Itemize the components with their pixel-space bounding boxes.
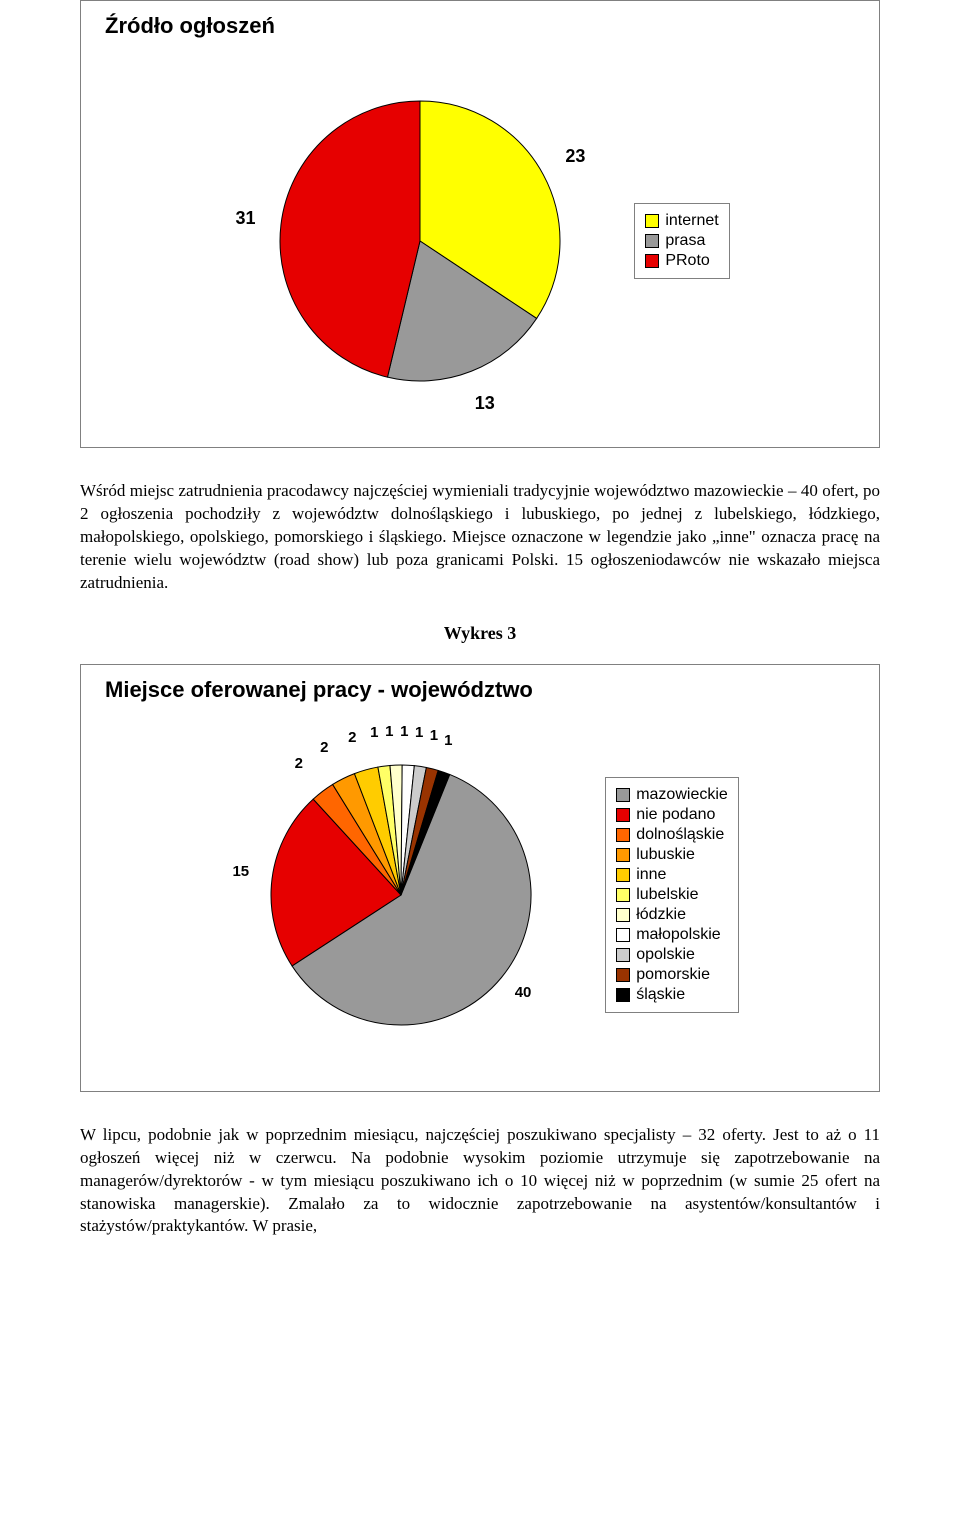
pie-slice-label: 31: [236, 208, 256, 229]
legend-swatch: [616, 908, 630, 922]
chart2-container: Miejsce oferowanej pracy - województwo 4…: [80, 664, 880, 1092]
legend-item: PRoto: [645, 252, 718, 270]
pie-slice-label: 2: [348, 729, 356, 746]
legend-swatch: [645, 254, 659, 268]
chart2-pie: [221, 715, 581, 1075]
chart1-pie-wrap: 23 13 31: [230, 51, 610, 431]
chart2-body: 4015222111111 mazowieckienie podanodolno…: [97, 715, 863, 1075]
chart2-legend: mazowieckie nie podano dolnośląskie lubuski…: [605, 777, 739, 1013]
legend-swatch: [616, 848, 630, 862]
legend-label: śląskie: [636, 986, 685, 1004]
legend-item: lubuskie: [616, 846, 728, 864]
pie-slice-label: 1: [415, 724, 423, 741]
legend-item: mazowieckie: [616, 786, 728, 804]
legend-item: prasa: [645, 232, 718, 250]
legend-swatch: [616, 808, 630, 822]
legend-item: małopolskie: [616, 926, 728, 944]
legend-item: łódzkie: [616, 906, 728, 924]
legend-swatch: [616, 968, 630, 982]
pie-slice-label: 1: [385, 723, 393, 740]
legend-label: pomorskie: [636, 966, 710, 984]
legend-item: śląskie: [616, 986, 728, 1004]
legend-label: łódzkie: [636, 906, 686, 924]
legend-swatch: [616, 888, 630, 902]
chart2-pie-wrap: 4015222111111: [221, 715, 581, 1075]
chart1-pie: [230, 51, 610, 431]
chart1-legend: internet prasa PRoto: [634, 203, 729, 279]
legend-swatch: [645, 234, 659, 248]
legend-swatch: [616, 788, 630, 802]
legend-label: nie podano: [636, 806, 715, 824]
legend-item: nie podano: [616, 806, 728, 824]
legend-swatch: [616, 928, 630, 942]
pie-slice-label: 1: [370, 724, 378, 741]
legend-label: dolnośląskie: [636, 826, 724, 844]
legend-swatch: [616, 948, 630, 962]
legend-swatch: [616, 868, 630, 882]
chart1-container: Źródło ogłoszeń 23 13 31 internet prasa PRot…: [80, 0, 880, 448]
chart1-body: 23 13 31 internet prasa PRoto: [97, 51, 863, 431]
paragraph-1: Wśród miejsc zatrudnienia pracodawcy naj…: [80, 480, 880, 595]
pie-slice-label: 23: [565, 146, 585, 167]
legend-swatch: [616, 988, 630, 1002]
legend-label: prasa: [665, 232, 705, 250]
legend-item: pomorskie: [616, 966, 728, 984]
pie-slice-label: 13: [475, 393, 495, 414]
legend-label: mazowieckie: [636, 786, 728, 804]
pie-slice-label: 1: [430, 727, 438, 744]
paragraph-2: W lipcu, podobnie jak w poprzednim miesi…: [80, 1124, 880, 1239]
legend-label: inne: [636, 866, 666, 884]
chart1-title: Źródło ogłoszeń: [105, 13, 863, 39]
pie-slice-label: 1: [400, 723, 408, 740]
pie-slice-label: 15: [232, 863, 249, 880]
legend-item: internet: [645, 212, 718, 230]
legend-item: inne: [616, 866, 728, 884]
pie-slice-label: 40: [515, 984, 532, 1001]
legend-label: małopolskie: [636, 926, 720, 944]
legend-label: lubuskie: [636, 846, 695, 864]
legend-label: internet: [665, 212, 718, 230]
section-heading: Wykres 3: [80, 623, 880, 644]
pie-slice-label: 2: [320, 739, 328, 756]
legend-item: dolnośląskie: [616, 826, 728, 844]
legend-item: lubelskie: [616, 886, 728, 904]
legend-item: opolskie: [616, 946, 728, 964]
legend-label: opolskie: [636, 946, 695, 964]
legend-swatch: [616, 828, 630, 842]
legend-swatch: [645, 214, 659, 228]
pie-slice-label: 2: [295, 755, 303, 772]
chart2-title: Miejsce oferowanej pracy - województwo: [105, 677, 863, 703]
legend-label: PRoto: [665, 252, 709, 270]
pie-slice-label: 1: [444, 732, 452, 749]
legend-label: lubelskie: [636, 886, 698, 904]
